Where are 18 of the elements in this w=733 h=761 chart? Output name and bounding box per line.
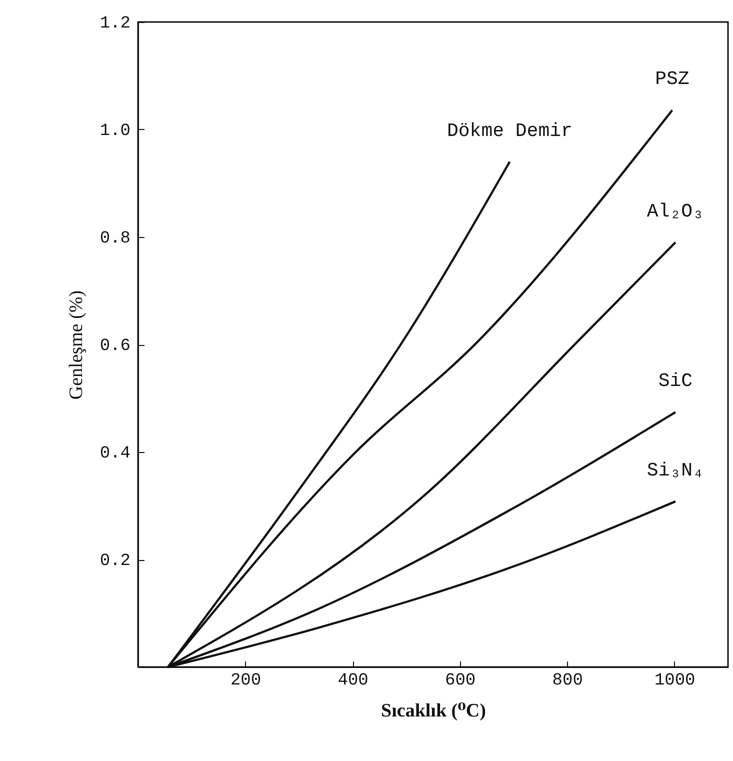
- x-axis-title: Sıcaklık (⁰C): [381, 700, 486, 722]
- y-tick-label: 0.2: [100, 552, 130, 571]
- x-tick-label: 200: [230, 672, 262, 690]
- series-label: Si₃N₄: [646, 459, 704, 482]
- x-tick-label: 800: [552, 672, 583, 690]
- y-tick-label: 0.4: [100, 444, 130, 464]
- series-label: Dökme Demir: [446, 120, 572, 142]
- y-tick-label: 0.8: [100, 230, 130, 248]
- y-axis-title: Genleşme (%): [66, 290, 87, 400]
- x-tick-label: 1000: [654, 672, 696, 690]
- y-tick-label: 1.0: [100, 122, 130, 141]
- y-tick-label: 1.2: [100, 14, 130, 34]
- series-label: Al₂O₃: [646, 200, 704, 222]
- x-tick-label: 600: [445, 672, 476, 690]
- x-tick-label: 400: [338, 672, 368, 690]
- series-label: SiC: [658, 370, 693, 392]
- series-label: PSZ: [655, 68, 690, 90]
- y-tick-label: 0.6: [100, 337, 130, 356]
